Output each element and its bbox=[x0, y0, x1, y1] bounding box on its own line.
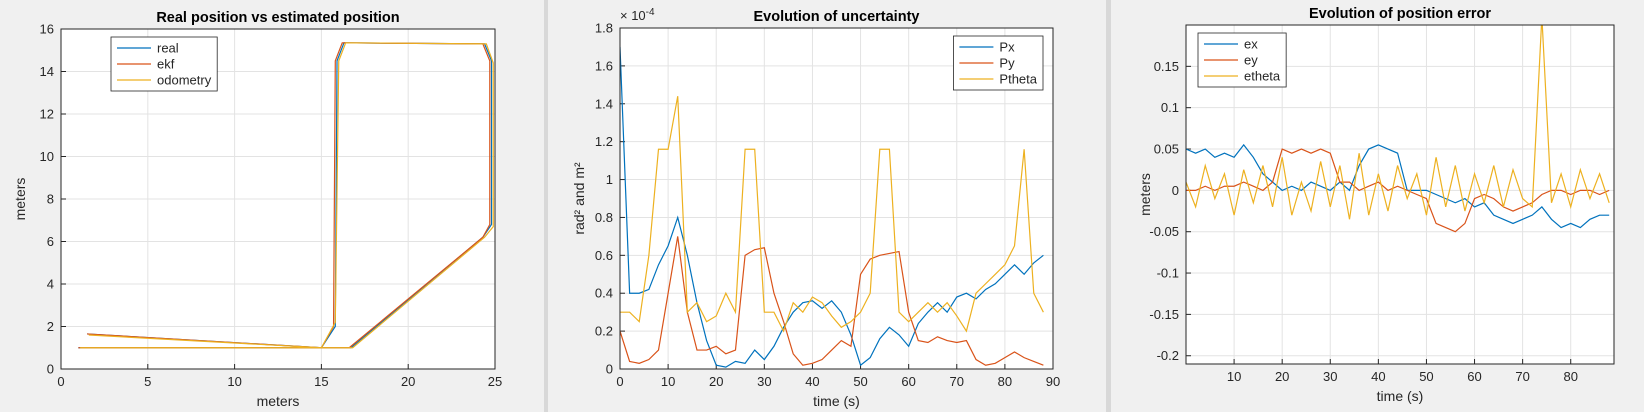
x-tick-label: 60 bbox=[1467, 369, 1481, 384]
y-scale-label: × 10-4 bbox=[620, 7, 655, 23]
series-line bbox=[1186, 143, 1610, 229]
x-tick-label: 50 bbox=[1419, 369, 1433, 384]
legend-label: ex bbox=[1244, 37, 1258, 52]
x-axis-label: meters bbox=[257, 393, 300, 409]
y-tick-label: 16 bbox=[40, 22, 54, 37]
y-tick-label: 1.6 bbox=[595, 58, 613, 73]
x-axis-label: time (s) bbox=[1377, 388, 1424, 404]
y-tick-label: 0.2 bbox=[595, 324, 613, 339]
divider bbox=[1106, 0, 1111, 412]
y-tick-label: 0.8 bbox=[595, 210, 613, 225]
plot-lines bbox=[620, 46, 1044, 368]
plot-lines bbox=[78, 42, 494, 349]
y-tick-label: -0.2 bbox=[1157, 348, 1179, 363]
legend-label: etheta bbox=[1244, 69, 1281, 84]
x-tick-label: 50 bbox=[853, 374, 867, 389]
y-tick-label: 1.4 bbox=[595, 96, 613, 111]
series-line bbox=[620, 46, 1044, 368]
x-tick-label: 20 bbox=[709, 374, 723, 389]
plot-lines bbox=[1186, 25, 1610, 233]
legend-label: ey bbox=[1244, 53, 1258, 68]
axes-box bbox=[619, 27, 1054, 370]
series-line bbox=[620, 236, 1044, 366]
x-tick-label: 30 bbox=[757, 374, 771, 389]
x-tick-label: 15 bbox=[314, 374, 328, 389]
x-tick-label: 10 bbox=[661, 374, 675, 389]
x-tick-label: 30 bbox=[1323, 369, 1337, 384]
legend-label: real bbox=[157, 41, 179, 56]
x-tick-label: 40 bbox=[805, 374, 819, 389]
y-tick-label: -0.05 bbox=[1149, 224, 1179, 239]
series-line bbox=[620, 96, 1044, 333]
legend-label: Px bbox=[999, 40, 1015, 55]
y-tick-label: 0.4 bbox=[595, 286, 613, 301]
y-tick-label: 14 bbox=[40, 64, 54, 79]
y-tick-label: 8 bbox=[47, 192, 54, 207]
x-tick-label: 90 bbox=[1046, 374, 1060, 389]
y-axis-label: meters bbox=[1137, 173, 1153, 216]
legend-label: odometry bbox=[157, 73, 212, 88]
y-tick-label: -0.1 bbox=[1157, 266, 1179, 281]
y-tick-label: 0.6 bbox=[595, 248, 613, 263]
chart-title: Real position vs estimated position bbox=[156, 10, 399, 26]
x-tick-label: 40 bbox=[1371, 369, 1385, 384]
x-tick-label: 20 bbox=[1275, 369, 1289, 384]
y-tick-label: 0.05 bbox=[1154, 142, 1179, 157]
series-line bbox=[80, 42, 494, 349]
x-tick-label: 5 bbox=[144, 374, 151, 389]
y-tick-label: 0.15 bbox=[1154, 59, 1179, 74]
x-tick-label: 60 bbox=[901, 374, 915, 389]
y-tick-label: 0 bbox=[47, 362, 54, 377]
y-tick-label: 6 bbox=[47, 234, 54, 249]
x-tick-label: 80 bbox=[1563, 369, 1577, 384]
x-tick-label: 10 bbox=[227, 374, 241, 389]
y-tick-label: 1 bbox=[606, 172, 613, 187]
y-scale-base: × 10 bbox=[620, 8, 646, 23]
x-tick-label: 0 bbox=[616, 374, 623, 389]
legend-label: ekf bbox=[157, 57, 175, 72]
y-tick-label: 10 bbox=[40, 149, 54, 164]
divider bbox=[544, 0, 548, 412]
y-tick-label: 1.2 bbox=[595, 134, 613, 149]
legend-label: Ptheta bbox=[999, 72, 1037, 87]
y-tick-label: 12 bbox=[40, 107, 54, 122]
y-tick-label: 0 bbox=[1172, 183, 1179, 198]
y-scale-exponent: -4 bbox=[646, 7, 655, 18]
y-tick-label: 4 bbox=[47, 277, 54, 292]
axes-box bbox=[60, 28, 496, 370]
legend-label: Py bbox=[999, 56, 1015, 71]
axes-box bbox=[1185, 24, 1615, 365]
y-tick-label: 1.8 bbox=[595, 21, 613, 36]
chart-title: Evolution of uncertainty bbox=[754, 9, 920, 25]
y-tick-label: -0.15 bbox=[1149, 307, 1179, 322]
x-tick-label: 70 bbox=[1515, 369, 1529, 384]
x-tick-label: 80 bbox=[998, 374, 1012, 389]
x-axis-label: time (s) bbox=[813, 393, 860, 409]
y-tick-label: 0.1 bbox=[1161, 100, 1179, 115]
y-axis-label: meters bbox=[12, 178, 28, 221]
y-tick-label: 0 bbox=[606, 362, 613, 377]
x-tick-label: 10 bbox=[1227, 369, 1241, 384]
x-tick-label: 20 bbox=[401, 374, 415, 389]
chart-title: Evolution of position error bbox=[1309, 6, 1491, 22]
series-line bbox=[1186, 148, 1610, 233]
y-axis-label: rad² and m² bbox=[571, 162, 587, 235]
x-tick-label: 0 bbox=[57, 374, 64, 389]
y-tick-label: 2 bbox=[47, 319, 54, 334]
x-tick-label: 70 bbox=[950, 374, 964, 389]
x-tick-label: 25 bbox=[488, 374, 502, 389]
series-line bbox=[1186, 25, 1610, 220]
